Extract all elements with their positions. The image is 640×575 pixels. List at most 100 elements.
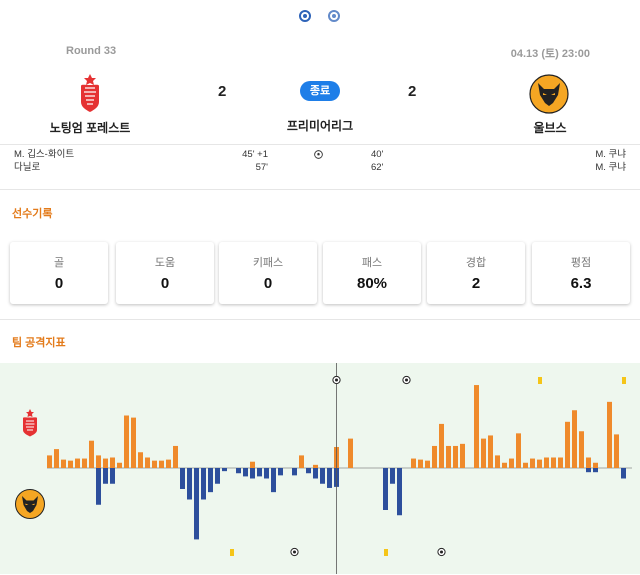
home-goal-scorer: M. 깁스-화이트	[14, 149, 75, 160]
divider	[0, 144, 640, 145]
stat-label: 패스	[361, 257, 383, 269]
divider	[0, 319, 640, 320]
away-attack-bar	[96, 468, 101, 505]
home-attack-bar	[551, 457, 556, 468]
home-attack-bar	[474, 385, 479, 468]
home-attack-bar	[138, 452, 143, 468]
soccer-ball-icon	[314, 150, 323, 159]
away-team-logo[interactable]	[529, 74, 569, 114]
home-team-name[interactable]: 노팅엄 포레스트	[49, 121, 131, 135]
home-attack-bar	[439, 423, 444, 468]
home-attack-bar	[530, 458, 535, 468]
home-attack-bar	[166, 459, 171, 468]
stat-label: 경합	[465, 257, 487, 269]
away-attack-bar	[327, 468, 332, 488]
away-attack-bar	[208, 468, 213, 493]
stat-card-rating: 평점 6.3	[532, 242, 630, 304]
home-attack-bar	[250, 461, 255, 468]
away-attack-bar	[278, 468, 283, 476]
home-attack-bar	[117, 462, 122, 468]
away-attack-bar	[201, 468, 206, 500]
match-status-badge: 종료	[300, 81, 340, 101]
page-dot[interactable]	[328, 10, 340, 22]
away-attack-bar	[222, 468, 227, 472]
home-attack-bar	[607, 401, 612, 468]
stat-label: 골	[53, 257, 65, 269]
league-name[interactable]: 프리미어리그	[286, 119, 354, 133]
home-goal-minute: 45' +1	[242, 149, 268, 160]
away-attack-bar	[306, 468, 311, 474]
stat-value: 6.3	[570, 275, 592, 292]
home-attack-bar	[565, 421, 570, 468]
home-attack-bar	[516, 433, 521, 468]
divider	[0, 189, 640, 190]
goal-ball-icon	[440, 550, 443, 554]
chart-home-logo	[23, 409, 37, 437]
home-attack-bar	[313, 464, 318, 468]
stat-card-goals: 골 0	[10, 242, 108, 304]
home-attack-bar	[348, 438, 353, 468]
home-attack-bar	[593, 462, 598, 468]
away-attack-bar	[397, 468, 402, 516]
away-goal-scorer: M. 쿠냐	[595, 149, 626, 160]
away-attack-bar	[593, 468, 598, 473]
home-team-logo[interactable]	[76, 72, 104, 114]
away-attack-bar	[292, 468, 297, 476]
goal-ball-icon	[293, 550, 296, 554]
home-attack-bar	[96, 455, 101, 468]
home-attack-bar	[502, 462, 507, 468]
away-goal-scorer: M. 쿠냐	[595, 162, 626, 173]
home-attack-bar	[544, 457, 549, 468]
home-attack-bar	[145, 457, 150, 468]
stat-card-assists: 도움 0	[116, 242, 214, 304]
yellow-card-icon	[384, 549, 388, 556]
home-attack-bar	[89, 440, 94, 468]
home-attack-bar	[481, 438, 486, 468]
yellow-card-icon	[538, 377, 542, 384]
home-attack-bar	[159, 460, 164, 468]
away-attack-bar	[264, 468, 269, 479]
yellow-card-icon	[622, 377, 626, 384]
page-indicator	[0, 10, 640, 24]
away-goal-minute: 40'	[371, 149, 384, 160]
home-attack-bar	[558, 457, 563, 468]
home-attack-bar	[61, 459, 66, 468]
away-attack-bar	[187, 468, 192, 500]
home-attack-bar	[68, 460, 73, 468]
home-score: 2	[218, 83, 227, 100]
away-attack-bar	[257, 468, 262, 477]
stat-label: 평점	[570, 257, 592, 269]
away-attack-bar	[320, 468, 325, 484]
away-goal-minute: 62'	[371, 162, 384, 173]
away-attack-bar	[243, 468, 248, 477]
home-attack-bar	[425, 460, 430, 468]
away-attack-bar	[621, 468, 626, 479]
away-team-name[interactable]: 울브스	[533, 121, 567, 135]
stat-value: 0	[160, 275, 170, 292]
home-attack-bar	[495, 455, 500, 468]
home-attack-bar	[572, 410, 577, 468]
chart-away-logo	[15, 489, 45, 519]
home-attack-bar	[110, 457, 115, 468]
home-attack-bar	[614, 434, 619, 468]
home-attack-bar	[103, 458, 108, 468]
away-attack-bar	[194, 468, 199, 540]
home-goal-minute: 57'	[255, 162, 268, 173]
stat-card-duels: 경합 2	[427, 242, 525, 304]
stat-value: 0	[263, 275, 273, 292]
stat-value: 80%	[356, 275, 388, 292]
home-attack-bar	[82, 458, 87, 468]
goal-ball-icon	[335, 378, 338, 382]
home-attack-bar	[488, 435, 493, 468]
page-dot-active[interactable]	[299, 10, 311, 22]
yellow-card-icon	[230, 549, 234, 556]
away-attack-bar	[215, 468, 220, 484]
home-attack-bar	[453, 445, 458, 468]
home-attack-bar	[47, 455, 52, 468]
stat-label: 도움	[154, 257, 176, 269]
stat-label: 키패스	[252, 257, 284, 269]
home-attack-bar	[418, 459, 423, 468]
attack-index-title: 팀 공격지표	[12, 337, 66, 349]
away-attack-bar	[271, 468, 276, 493]
away-attack-bar	[390, 468, 395, 484]
